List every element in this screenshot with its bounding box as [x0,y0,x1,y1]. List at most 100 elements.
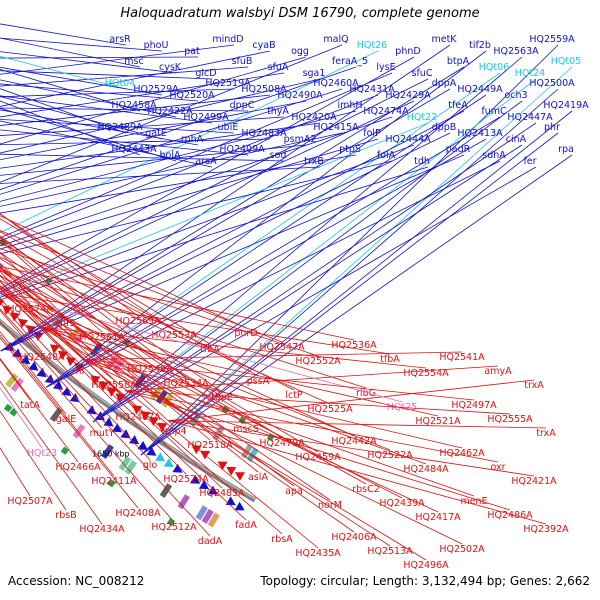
forward-gene-arrow [146,446,157,456]
gc-marker [107,479,116,488]
forward-gene-arrow [155,452,166,462]
forward-gene-arrow [163,458,174,468]
reverse-gene-label: HQ2552A [295,356,341,367]
reverse-leader-line [0,256,331,405]
forward-leader-line [0,166,321,184]
forward-gene-label: HQ2490A [277,90,323,101]
forward-leader-line [0,69,141,112]
reverse-gene-label: rmp4 [161,426,186,437]
forward-feature-block [177,494,190,510]
reverse-leader-line [0,213,175,331]
reverse-leader-line [41,326,439,513]
map-title: Haloquadratum walsbyi DSM 16790, complet… [120,6,480,21]
forward-gene-label: HQ2489A [97,122,143,133]
reverse-gene-label: HQ2554A [403,368,449,379]
reverse-gene-label: HQ2484A [403,464,449,475]
forward-gene-label: HQ2429A [385,90,431,101]
reverse-gene-label: HQ2513A [367,546,413,557]
reverse-gene-label: rbsC2 [352,484,380,495]
forward-leader-line [0,122,321,169]
forward-gene-label: rpa [558,144,574,155]
reverse-gene-label: HQ2524A [163,474,209,485]
reverse-gene-label: tbpE [211,392,233,403]
forward-gene-label: tfeA [448,100,468,111]
forward-gene-label: cysK [159,62,182,73]
forward-gene-label: phoU [144,40,169,51]
reverse-gene-arrow [66,356,77,367]
reverse-leader-line [0,266,355,341]
reverse-leader-line [41,326,439,417]
forward-gene-arrow [103,417,114,427]
reverse-gene-label: menE [460,496,487,507]
reverse-leader-line [40,326,427,561]
kbp-tick-label: 1650 kbp [92,449,130,458]
forward-gene-label: HQ2460A [313,78,359,89]
forward-leader-line [0,88,235,98]
reverse-leader-line [0,380,103,525]
forward-gene-label: phnD [395,46,420,57]
forward-feature-block [72,424,86,439]
reverse-leader-line [168,420,547,429]
forward-gene-arrow [28,361,39,371]
forward-leader-line [46,138,487,388]
forward-gene-label: HQ2508A [241,84,287,95]
forward-gene-label: HQ2474A [363,106,409,117]
reverse-leader-line [41,326,427,369]
forward-feature-block [10,377,24,392]
forward-leader-line [0,83,199,102]
forward-leader-line [0,44,235,75]
reverse-gene-arrow [140,411,151,421]
forward-gene-arrow [86,405,97,415]
reverse-gene-label: HQ2496A [403,560,449,571]
reverse-leader-line [0,257,283,439]
forward-gene-label: HQt04 [105,78,135,89]
forward-leader-line [0,94,271,126]
forward-leader-line [0,50,379,234]
reverse-gene-label: mutY [90,428,115,439]
reverse-gene-label: HQt23 [27,448,57,459]
forward-leader-line [0,66,249,87]
forward-gene-label: HQ2563A [493,46,539,57]
forward-gene-label: btpA [447,56,470,67]
reverse-gene-label: HQ2392A [523,524,569,535]
reverse-leader-line [125,390,511,511]
forward-leader-line [0,132,343,207]
forward-leader-line [0,120,213,168]
forward-gene-arrow [137,440,148,450]
reverse-gene-arrow [157,422,168,432]
reverse-leader-line [0,269,295,487]
forward-gene-label: HQ2529A [133,84,179,95]
reverse-gene-label: HQ2466A [55,462,101,473]
reverse-leader-line [0,293,391,355]
reverse-leader-line [82,359,475,497]
reverse-leader-line [0,357,79,463]
forward-gene-label: thyA [267,106,289,117]
forward-gene-label: HQ2559A [529,34,575,45]
forward-leader-line [0,153,285,162]
reverse-gene-label: rbsB [55,510,76,521]
reverse-leader-line [0,280,79,367]
reverse-gene-label: HQ2555A [487,414,533,425]
gc-marker [60,446,69,455]
reverse-gene-label: HQ2507A [7,496,53,507]
forward-gene-label: ptpS [339,144,361,155]
forward-leader-line [0,160,393,255]
forward-gene-label: psmA2 [284,134,317,145]
reverse-gene-arrow [217,461,228,471]
forward-gene-label: phr [544,122,560,133]
reverse-leader-line [0,275,139,413]
forward-gene-label: pat [184,46,200,57]
reverse-leader-line [0,236,223,393]
forward-gene-label: HQ2519A [205,78,251,89]
forward-gene-label: lysE [376,62,395,73]
reverse-gene-label: HQ2536A [331,340,377,351]
reverse-gene-label: HQ2408A [115,508,161,519]
forward-gene-label: ogg [291,46,309,57]
reverse-gene-label: thfS [56,318,75,329]
reverse-gene-label: tatA [20,400,40,411]
forward-leader-line [0,37,163,52]
reverse-gene-label: HQ2467A [115,412,161,423]
reverse-leader-line [0,267,175,427]
